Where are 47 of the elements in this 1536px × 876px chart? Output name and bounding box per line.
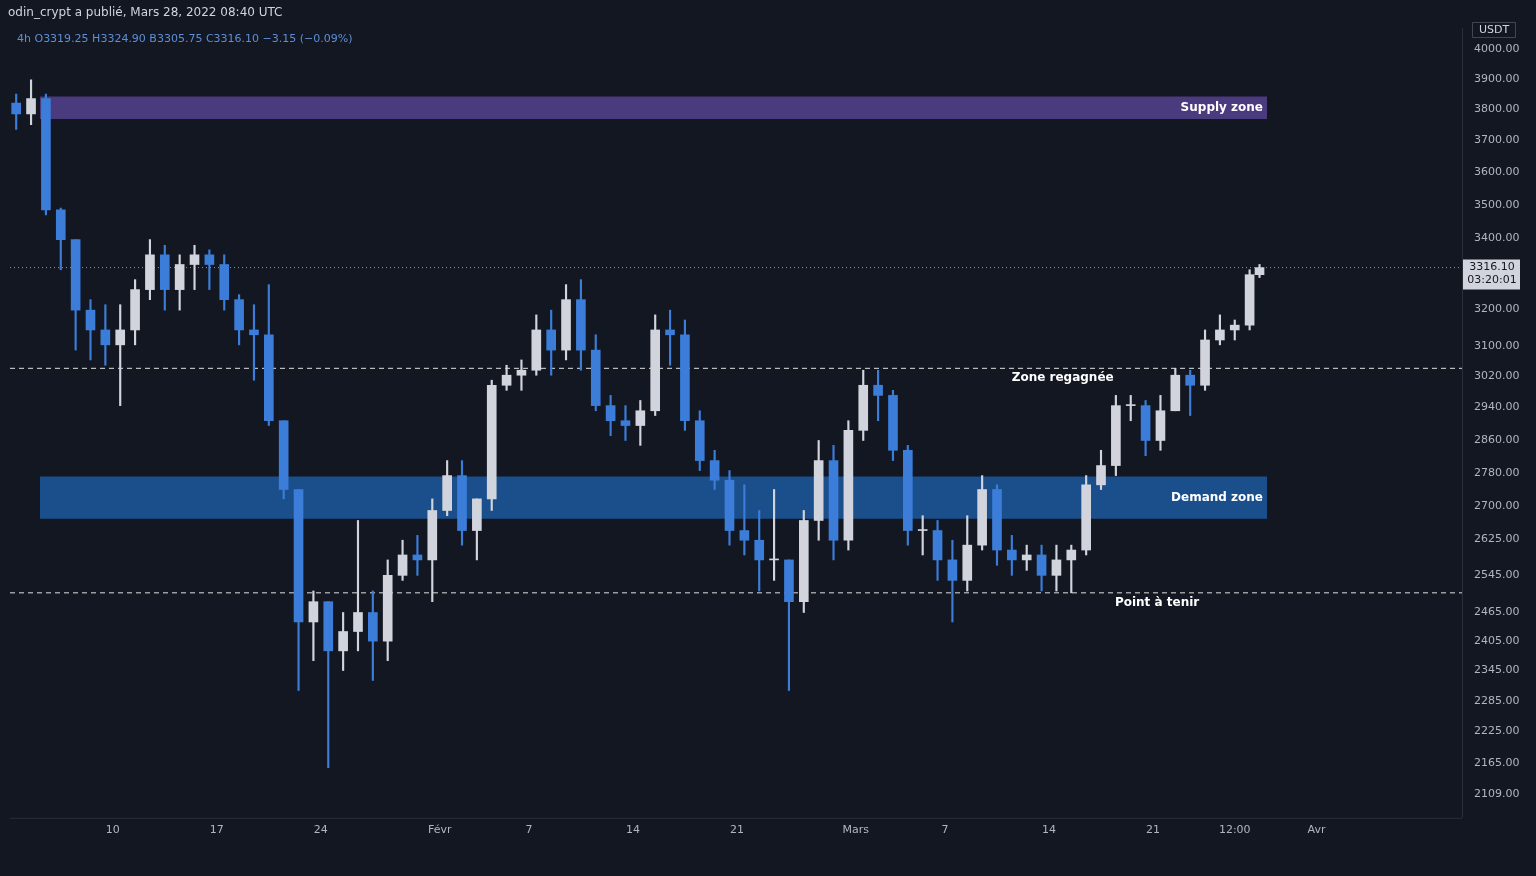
y-axis-title: USDT <box>1478 22 1510 36</box>
y-tick-label: 2165.00 <box>1474 756 1520 770</box>
y-tick-label: 2545.00 <box>1474 568 1520 582</box>
x-tick-label: Avr <box>1307 823 1326 837</box>
y-tick-label: 2345.00 <box>1474 663 1520 677</box>
x-tick-label: 12:00 <box>1218 823 1251 837</box>
y-tick-label: 2225.00 <box>1474 724 1520 738</box>
y-tick-label: 2109.00 <box>1474 786 1520 800</box>
band-label: Supply zone <box>1180 99 1263 114</box>
y-tick-label: 2940.00 <box>1474 400 1520 414</box>
x-tick-label: 14 <box>1042 823 1056 837</box>
y-tick-label: 2780.00 <box>1474 465 1520 479</box>
candlestick <box>1125 395 1136 422</box>
chart-subtitle: 4h O3319.25 H3324.90 B3305.75 C3316.10 −3.15 (−0.09%) <box>17 32 353 45</box>
y-tick-label: 2860.00 <box>1474 432 1520 446</box>
y-tick-label: 3400.00 <box>1474 231 1520 245</box>
y-tick-label: 3020.00 <box>1474 369 1520 383</box>
y-tick-label: 3900.00 <box>1474 71 1520 85</box>
y-tick-label: 3700.00 <box>1474 133 1520 147</box>
candlestick <box>917 515 928 556</box>
y-tick-label: 2405.00 <box>1474 634 1520 647</box>
y-tick-label: 2625.00 <box>1474 532 1520 546</box>
x-tick-label: 7 <box>525 823 533 837</box>
x-tick-label: 14 <box>625 823 640 837</box>
x-tick-label: 21 <box>729 823 744 837</box>
x-tick-label: 7 <box>941 823 949 837</box>
x-tick-label: Mars <box>842 823 870 837</box>
y-tick-label: 2285.00 <box>1474 693 1520 707</box>
y-tick-label: 3100.00 <box>1474 338 1520 352</box>
ref-line-label: Zone regagnée <box>1011 370 1114 385</box>
x-tick-label: 17 <box>209 823 224 837</box>
x-tick-label: Févr <box>427 823 452 837</box>
text: 03:20:01 <box>1467 273 1517 287</box>
x-tick-label: 24 <box>313 823 328 837</box>
y-tick-label: 2700.00 <box>1474 499 1520 513</box>
ref-line-label: 3316.10 <box>1469 260 1515 274</box>
y-tick-label: 3500.00 <box>1474 197 1520 211</box>
x-tick-label: 10 <box>105 823 120 837</box>
x-tick-label: 21 <box>1146 823 1161 837</box>
y-tick-label: 3600.00 <box>1474 164 1520 178</box>
ref-line-label: Point à tenir <box>1114 594 1200 609</box>
y-tick-label: 3200.00 <box>1474 301 1520 315</box>
band-label: Demand zone <box>1171 489 1263 504</box>
chart-title: odin_crypt a publié, Mars 28, 2022 08:40 UTC <box>8 5 283 19</box>
y-tick-label: 3800.00 <box>1474 102 1520 116</box>
y-tick-label: 2465.00 <box>1474 605 1520 619</box>
y-tick-label: 4000.00 <box>1474 42 1520 56</box>
